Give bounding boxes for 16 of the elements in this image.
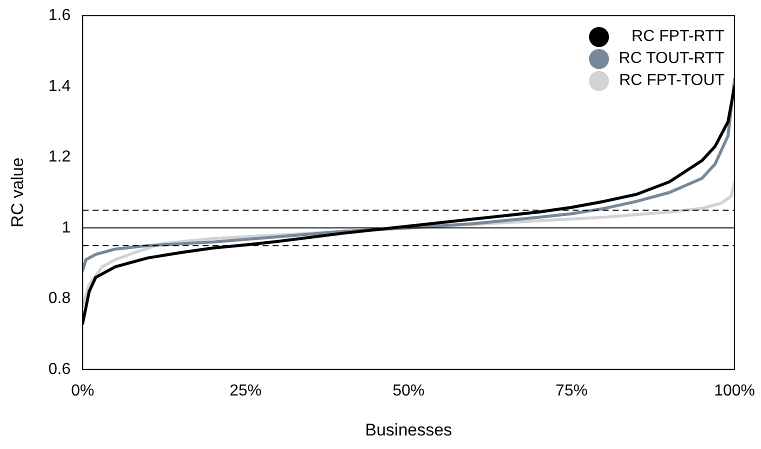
legend-label: RC TOUT-RTT (618, 48, 725, 69)
x-tick-label: 0% (71, 382, 94, 400)
x-tick-label: 50% (392, 382, 425, 400)
y-tick-label: 1.2 (48, 148, 71, 166)
y-tick-label: 1.6 (48, 7, 71, 24)
x-tick-label: 100% (714, 382, 755, 400)
x-tick-label: 75% (556, 382, 588, 400)
y-tick-label: 1 (62, 219, 71, 236)
y-axis-title: RC value (8, 158, 27, 228)
x-axis-title: Businesses (365, 420, 452, 440)
y-tick-label: 1.4 (48, 78, 71, 95)
x-tick-label: 25% (230, 382, 262, 400)
legend-label: RC FPT-TOUT (618, 70, 725, 91)
y-tick-label: 0.6 (48, 360, 71, 378)
legend-label: RC FPT-RTT (630, 26, 725, 47)
y-tick-label: 0.8 (48, 290, 71, 308)
